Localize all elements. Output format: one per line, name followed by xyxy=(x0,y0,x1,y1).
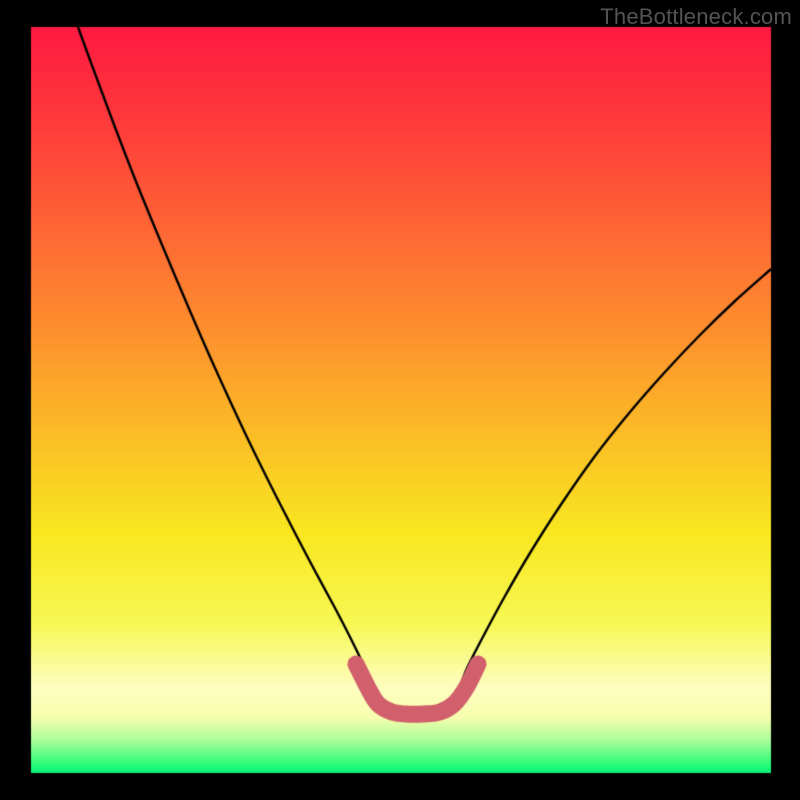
bottleneck-chart xyxy=(0,0,800,800)
watermark-text: TheBottleneck.com xyxy=(600,4,792,30)
